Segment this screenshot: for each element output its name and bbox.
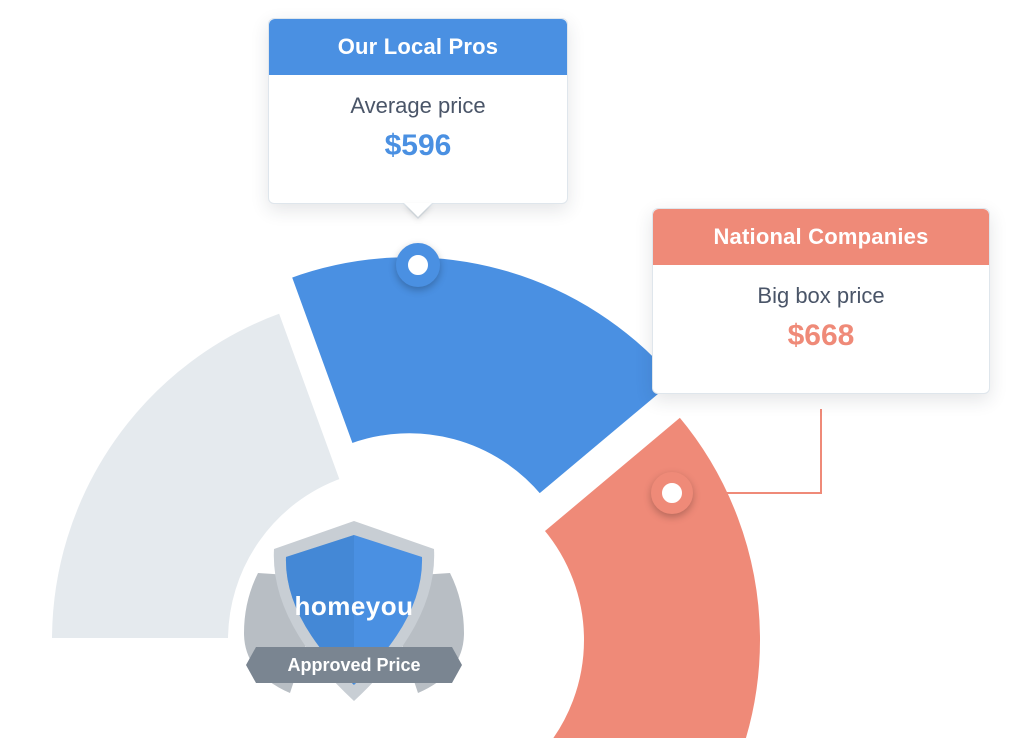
callout-subtitle: Average price <box>293 93 543 119</box>
callout-tail <box>404 203 432 217</box>
callout-price: $668 <box>677 319 965 353</box>
gauge-segment-local <box>290 255 678 496</box>
price-comparison-infographic: Our Local Pros Average price $596 Nation… <box>0 0 1024 738</box>
badge-ribbon-text: Approved Price <box>287 655 420 676</box>
callout-title: National Companies <box>653 209 989 265</box>
national-companies-callout: National Companies Big box price $668 <box>652 208 990 394</box>
local-marker-icon <box>396 243 440 287</box>
callout-subtitle: Big box price <box>677 283 965 309</box>
shield-icon <box>238 513 470 743</box>
callout-title: Our Local Pros <box>269 19 567 75</box>
approved-price-badge: homeyou Approved Price <box>238 513 470 743</box>
national-marker-icon <box>651 472 693 514</box>
local-pros-callout: Our Local Pros Average price $596 <box>268 18 568 204</box>
callout-price: $596 <box>293 129 543 163</box>
badge-brand-text: homeyou <box>294 591 413 622</box>
